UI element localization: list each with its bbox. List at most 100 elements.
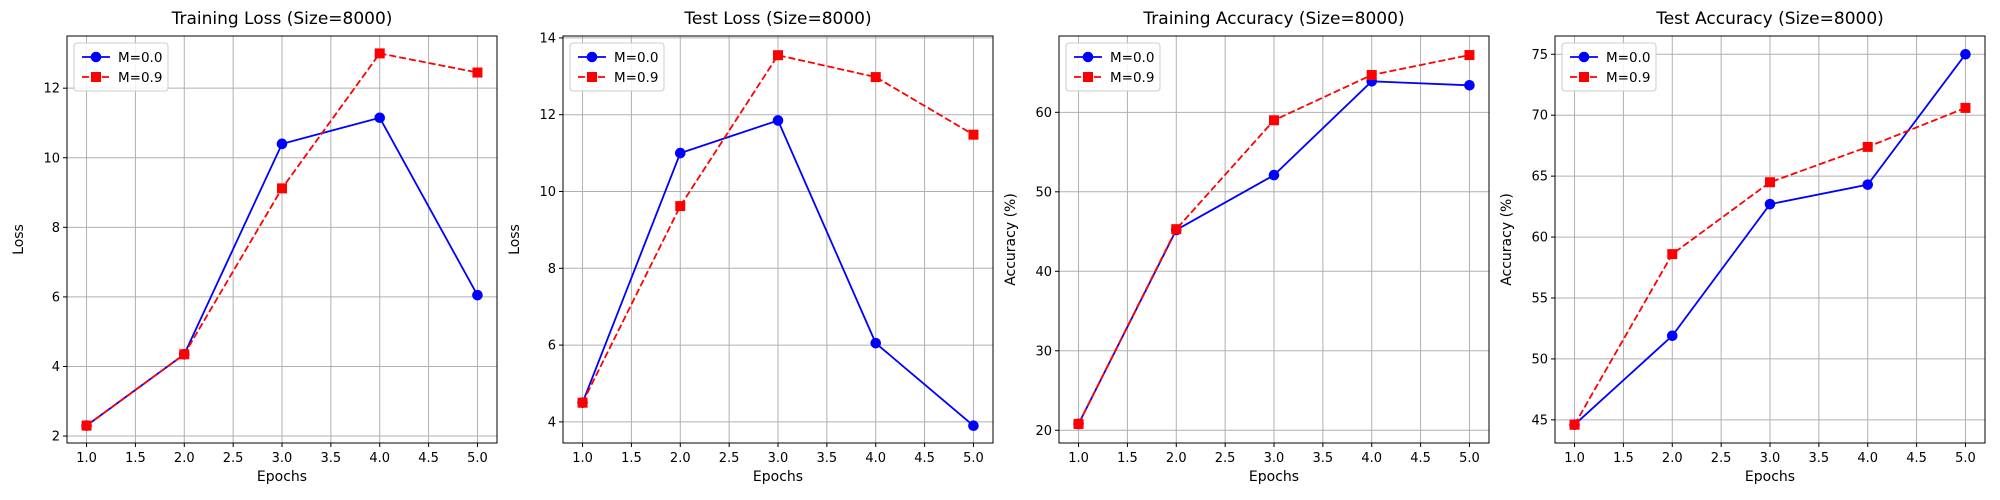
series-2-point bbox=[1464, 50, 1475, 61]
y-tick-label: 4 bbox=[548, 415, 556, 430]
x-tick-label: 1.0 bbox=[76, 451, 97, 466]
legend: M=0.0 M=0.9 bbox=[569, 42, 665, 92]
legend-label: M=0.0 bbox=[614, 50, 658, 66]
series-2-point bbox=[577, 397, 588, 408]
legend-marker bbox=[1579, 72, 1589, 82]
x-axis-label: Epochs bbox=[753, 469, 803, 485]
chart-panel-1: 1.0 1.5 2.0 2.5 3.0 3.5 4.0 4.5 5.0 2 4 6 8 10 12 Train… bbox=[11, 9, 498, 485]
y-tick-label: 60 bbox=[1035, 106, 1052, 121]
y-axis-label: Loss bbox=[507, 224, 523, 255]
x-axis-label: Epochs bbox=[257, 469, 307, 485]
x-tick-label: 4.5 bbox=[914, 451, 935, 466]
series-2-point bbox=[675, 201, 686, 212]
x-tick-label: 2.0 bbox=[1166, 451, 1187, 466]
legend-marker bbox=[1082, 51, 1094, 63]
series-line-2 bbox=[581, 54, 974, 404]
y-tick-label: 50 bbox=[1531, 352, 1548, 367]
x-tick-label: 2.5 bbox=[719, 451, 740, 466]
x-tick-label: 2.5 bbox=[223, 451, 244, 466]
y-tick-label: 10 bbox=[539, 185, 556, 200]
x-tick-label: 5.0 bbox=[1955, 451, 1976, 466]
series-2-point bbox=[374, 48, 385, 59]
x-tick-label: 3.0 bbox=[272, 451, 293, 466]
series-2-point bbox=[1269, 115, 1279, 126]
x-tick-label: 1.5 bbox=[1117, 451, 1138, 466]
x-tick-label: 2.0 bbox=[1662, 451, 1683, 466]
x-tick-label: 1.5 bbox=[1613, 451, 1634, 466]
series-2-point bbox=[472, 67, 483, 78]
legend-marker bbox=[1083, 72, 1093, 82]
series-1-point bbox=[1464, 79, 1475, 91]
x-tick-label: 3.5 bbox=[1809, 451, 1830, 466]
series-1-point bbox=[674, 147, 686, 159]
series-line-2 bbox=[1573, 107, 1966, 426]
x-tick-label: 1.5 bbox=[621, 451, 642, 466]
legend-marker bbox=[587, 72, 597, 82]
chart-title: Training Accuracy (Size=8000) bbox=[1142, 9, 1404, 29]
y-tick-label: 12 bbox=[43, 82, 60, 97]
series-1-point bbox=[374, 112, 386, 124]
legend: M=0.0 M=0.9 bbox=[1561, 42, 1657, 92]
series-1-point bbox=[968, 420, 979, 432]
legend: M=0.0 M=0.9 bbox=[1065, 42, 1161, 92]
y-tick-label: 40 bbox=[1035, 265, 1052, 280]
x-tick-label: 5.0 bbox=[467, 451, 488, 466]
x-tick-label: 1.0 bbox=[572, 451, 593, 466]
y-axis-label: Accuracy (%) bbox=[1499, 193, 1515, 286]
y-tick-label: 30 bbox=[1035, 344, 1052, 359]
y-tick-label: 4 bbox=[52, 360, 60, 375]
series-2-point bbox=[1862, 141, 1873, 152]
series-1-point bbox=[870, 337, 882, 349]
series-1-point bbox=[1960, 48, 1971, 60]
x-tick-label: 1.5 bbox=[125, 451, 146, 466]
y-axis-label: Loss bbox=[11, 224, 27, 255]
series-2-point bbox=[968, 129, 979, 140]
x-tick-label: 4.0 bbox=[369, 451, 390, 466]
x-tick-label: 3.0 bbox=[768, 451, 789, 466]
series-2-point bbox=[1569, 419, 1580, 430]
series-1-point bbox=[472, 289, 483, 301]
y-tick-label: 8 bbox=[548, 262, 556, 277]
x-tick-label: 3.5 bbox=[1313, 451, 1334, 466]
series-1-point bbox=[1764, 198, 1776, 210]
series-2-point bbox=[1171, 224, 1182, 235]
series-1-point bbox=[1666, 330, 1678, 342]
series-2-point bbox=[81, 420, 92, 431]
chart-title: Test Loss (Size=8000) bbox=[683, 9, 871, 29]
legend-marker bbox=[1578, 51, 1590, 63]
y-tick-label: 20 bbox=[1035, 424, 1052, 439]
series-2-point bbox=[277, 183, 287, 194]
series-2-point bbox=[870, 72, 881, 83]
legend-marker bbox=[91, 72, 101, 82]
x-tick-label: 4.0 bbox=[1361, 451, 1382, 466]
y-tick-label: 6 bbox=[548, 339, 556, 354]
y-tick-label: 50 bbox=[1035, 185, 1052, 200]
y-tick-label: 60 bbox=[1531, 231, 1548, 246]
y-tick-label: 70 bbox=[1531, 109, 1548, 124]
series-2-point bbox=[179, 349, 190, 360]
series-2-point bbox=[1366, 69, 1377, 80]
y-axis-label: Accuracy (%) bbox=[1003, 193, 1019, 286]
legend-label: M=0.9 bbox=[614, 70, 658, 86]
y-tick-label: 10 bbox=[43, 151, 60, 166]
x-tick-label: 2.0 bbox=[670, 451, 691, 466]
legend-label: M=0.0 bbox=[118, 50, 162, 66]
x-tick-label: 3.5 bbox=[817, 451, 838, 466]
chart-title: Test Accuracy (Size=8000) bbox=[1655, 9, 1884, 29]
series-2-point bbox=[1667, 249, 1678, 260]
series-2-point bbox=[1960, 102, 1971, 113]
chart-panel-2: 1.0 1.5 2.0 2.5 3.0 3.5 4.0 4.5 5.0 4 6 8 10 12 14 Test… bbox=[507, 9, 994, 485]
x-tick-label: 5.0 bbox=[1459, 451, 1480, 466]
x-tick-label: 1.0 bbox=[1068, 451, 1089, 466]
series-1-point bbox=[1268, 169, 1280, 181]
series-1-point bbox=[276, 138, 288, 150]
series-1-point bbox=[772, 115, 784, 126]
series-1-point bbox=[1862, 179, 1874, 190]
y-tick-label: 55 bbox=[1531, 291, 1548, 306]
legend-label: M=0.9 bbox=[1110, 70, 1154, 86]
x-axis-label: Epochs bbox=[1745, 469, 1795, 485]
y-tick-label: 8 bbox=[52, 221, 60, 236]
chart-title: Training Loss (Size=8000) bbox=[171, 9, 393, 29]
legend-marker bbox=[586, 51, 598, 63]
